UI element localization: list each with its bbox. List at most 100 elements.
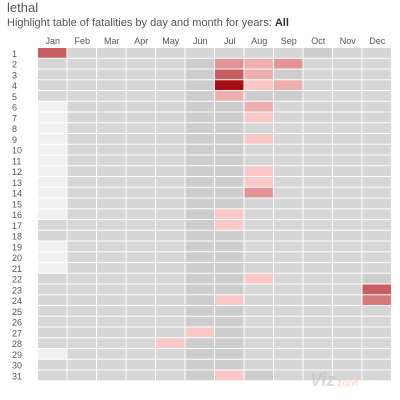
heatmap-cell-apr-12[interactable]	[126, 166, 156, 176]
heatmap-cell-apr-18[interactable]	[126, 230, 156, 241]
heatmap-cell-jul-20[interactable]	[215, 252, 244, 262]
heatmap-cell-sep-21[interactable]	[274, 263, 303, 273]
heatmap-cell-sep-1[interactable]	[274, 48, 303, 58]
heatmap-cell-dec-29[interactable]	[362, 349, 392, 359]
heatmap-cell-apr-14[interactable]	[126, 187, 156, 198]
heatmap-cell-jan-2[interactable]	[38, 58, 67, 69]
heatmap-cell-nov-31[interactable]	[333, 370, 362, 381]
heatmap-cell-sep-18[interactable]	[274, 230, 303, 241]
heatmap-cell-sep-27[interactable]	[274, 327, 303, 338]
heatmap-cell-jan-3[interactable]	[38, 69, 67, 80]
heatmap-cell-dec-20[interactable]	[362, 252, 392, 262]
heatmap-cell-aug-30[interactable]	[244, 359, 274, 370]
heatmap-cell-jun-16[interactable]	[185, 209, 215, 219]
heatmap-cell-apr-13[interactable]	[126, 177, 156, 187]
heatmap-cell-dec-4[interactable]	[362, 80, 392, 90]
heatmap-cell-may-17[interactable]	[156, 220, 185, 230]
heatmap-cell-mar-8[interactable]	[97, 123, 126, 133]
heatmap-cell-nov-12[interactable]	[333, 166, 362, 176]
heatmap-cell-oct-3[interactable]	[303, 69, 333, 80]
heatmap-cell-oct-28[interactable]	[303, 338, 333, 348]
heatmap-cell-aug-26[interactable]	[244, 316, 274, 327]
heatmap-cell-oct-13[interactable]	[303, 177, 333, 187]
heatmap-cell-sep-8[interactable]	[274, 123, 303, 133]
heatmap-cell-mar-25[interactable]	[97, 306, 126, 316]
heatmap-cell-feb-19[interactable]	[67, 241, 97, 252]
heatmap-cell-jul-29[interactable]	[215, 349, 244, 359]
heatmap-cell-jul-14[interactable]	[215, 187, 244, 198]
heatmap-cell-aug-19[interactable]	[244, 241, 274, 252]
heatmap-cell-feb-1[interactable]	[67, 48, 97, 58]
heatmap-cell-jun-2[interactable]	[185, 58, 215, 69]
heatmap-cell-jun-4[interactable]	[185, 80, 215, 90]
heatmap-cell-feb-29[interactable]	[67, 349, 97, 359]
heatmap-cell-aug-16[interactable]	[244, 209, 274, 219]
heatmap-cell-nov-29[interactable]	[333, 349, 362, 359]
heatmap-cell-may-7[interactable]	[156, 112, 185, 123]
heatmap-cell-sep-4[interactable]	[274, 80, 303, 90]
heatmap-cell-sep-24[interactable]	[274, 295, 303, 305]
heatmap-cell-sep-7[interactable]	[274, 112, 303, 123]
heatmap-cell-feb-21[interactable]	[67, 263, 97, 273]
heatmap-cell-jul-26[interactable]	[215, 316, 244, 327]
heatmap-cell-jul-3[interactable]	[215, 69, 244, 80]
heatmap-cell-jul-19[interactable]	[215, 241, 244, 252]
heatmap-cell-may-4[interactable]	[156, 80, 185, 90]
heatmap-cell-feb-4[interactable]	[67, 80, 97, 90]
heatmap-cell-aug-31[interactable]	[244, 370, 274, 381]
heatmap-cell-jul-17[interactable]	[215, 220, 244, 230]
heatmap-cell-mar-20[interactable]	[97, 252, 126, 262]
heatmap-cell-jul-9[interactable]	[215, 134, 244, 144]
heatmap-cell-may-31[interactable]	[156, 370, 185, 381]
heatmap-cell-feb-13[interactable]	[67, 177, 97, 187]
heatmap-cell-dec-12[interactable]	[362, 166, 392, 176]
heatmap-cell-may-15[interactable]	[156, 198, 185, 209]
heatmap-cell-jul-8[interactable]	[215, 123, 244, 133]
heatmap-cell-jan-19[interactable]	[38, 241, 67, 252]
heatmap-cell-feb-31[interactable]	[67, 370, 97, 381]
heatmap-cell-may-11[interactable]	[156, 155, 185, 166]
heatmap-cell-jun-5[interactable]	[185, 91, 215, 101]
heatmap-cell-aug-12[interactable]	[244, 166, 274, 176]
heatmap-cell-aug-1[interactable]	[244, 48, 274, 58]
heatmap-cell-aug-25[interactable]	[244, 306, 274, 316]
heatmap-cell-mar-29[interactable]	[97, 349, 126, 359]
heatmap-cell-nov-4[interactable]	[333, 80, 362, 90]
heatmap-cell-aug-4[interactable]	[244, 80, 274, 90]
heatmap-cell-dec-30[interactable]	[362, 359, 392, 370]
heatmap-cell-jun-23[interactable]	[185, 284, 215, 295]
heatmap-cell-feb-17[interactable]	[67, 220, 97, 230]
heatmap-cell-may-25[interactable]	[156, 306, 185, 316]
heatmap-cell-apr-11[interactable]	[126, 155, 156, 166]
heatmap-cell-mar-13[interactable]	[97, 177, 126, 187]
heatmap-cell-oct-5[interactable]	[303, 91, 333, 101]
heatmap-cell-jan-20[interactable]	[38, 252, 67, 262]
heatmap-cell-jan-11[interactable]	[38, 155, 67, 166]
heatmap-cell-may-29[interactable]	[156, 349, 185, 359]
heatmap-cell-jan-12[interactable]	[38, 166, 67, 176]
heatmap-cell-apr-29[interactable]	[126, 349, 156, 359]
heatmap-cell-nov-14[interactable]	[333, 187, 362, 198]
heatmap-cell-mar-12[interactable]	[97, 166, 126, 176]
heatmap-cell-jun-21[interactable]	[185, 263, 215, 273]
heatmap-cell-oct-6[interactable]	[303, 101, 333, 112]
heatmap-cell-nov-10[interactable]	[333, 144, 362, 155]
heatmap-cell-aug-17[interactable]	[244, 220, 274, 230]
heatmap-cell-may-8[interactable]	[156, 123, 185, 133]
heatmap-cell-jul-18[interactable]	[215, 230, 244, 241]
heatmap-cell-jan-29[interactable]	[38, 349, 67, 359]
heatmap-cell-dec-3[interactable]	[362, 69, 392, 80]
heatmap-cell-feb-27[interactable]	[67, 327, 97, 338]
heatmap-cell-aug-8[interactable]	[244, 123, 274, 133]
heatmap-cell-may-24[interactable]	[156, 295, 185, 305]
heatmap-cell-mar-26[interactable]	[97, 316, 126, 327]
heatmap-cell-nov-2[interactable]	[333, 58, 362, 69]
heatmap-cell-sep-15[interactable]	[274, 198, 303, 209]
heatmap-cell-sep-23[interactable]	[274, 284, 303, 295]
heatmap-cell-aug-15[interactable]	[244, 198, 274, 209]
heatmap-cell-mar-31[interactable]	[97, 370, 126, 381]
heatmap-cell-jan-7[interactable]	[38, 112, 67, 123]
heatmap-cell-nov-6[interactable]	[333, 101, 362, 112]
heatmap-cell-feb-2[interactable]	[67, 58, 97, 69]
heatmap-cell-oct-23[interactable]	[303, 284, 333, 295]
